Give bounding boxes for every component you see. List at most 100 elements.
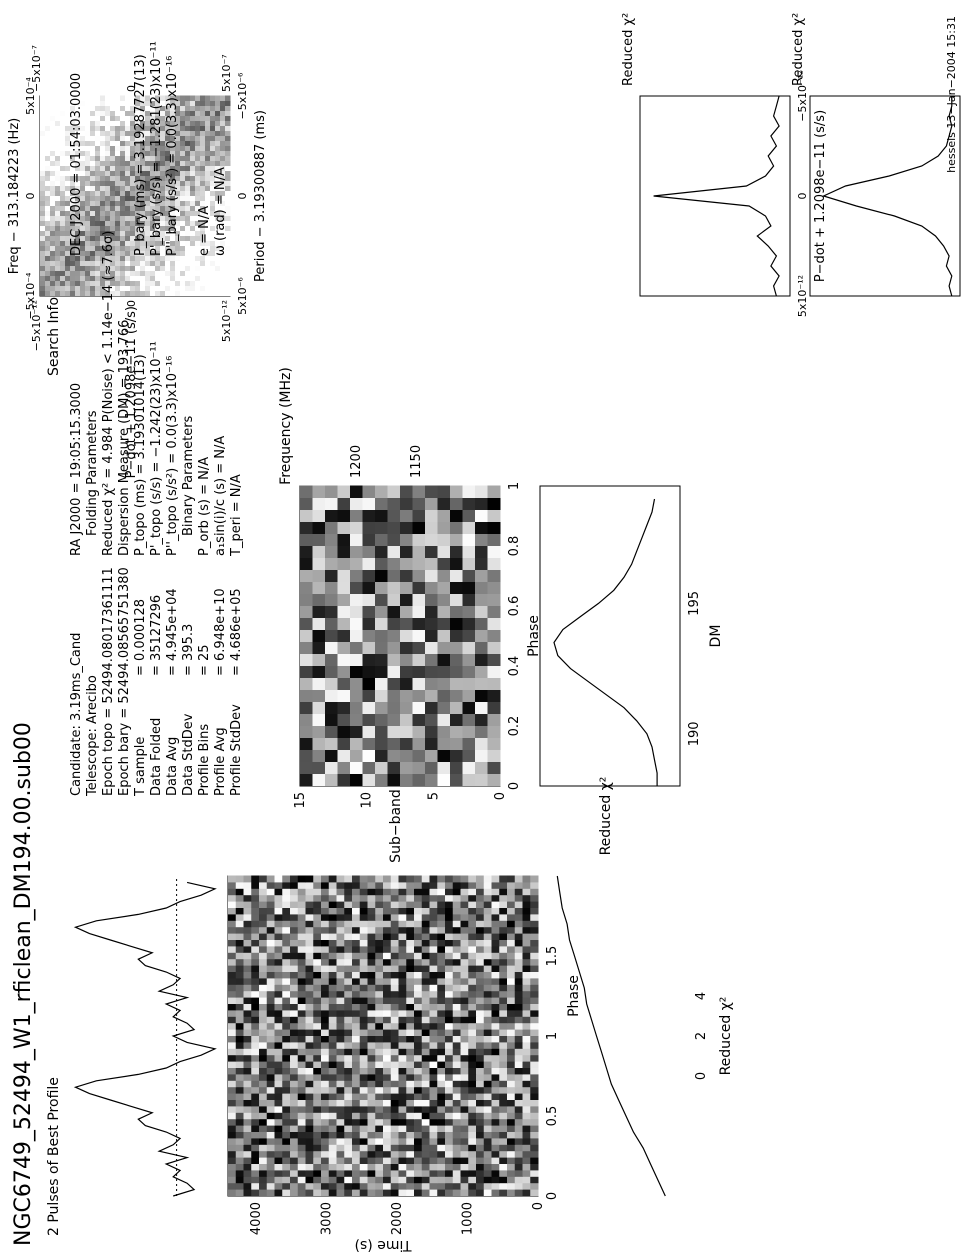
heat-cell xyxy=(65,120,71,126)
heat-cell xyxy=(530,971,539,979)
heat-cell xyxy=(414,1048,423,1056)
heat-cell xyxy=(205,155,211,161)
heat-cell xyxy=(359,1022,368,1030)
heat-cell xyxy=(290,875,299,883)
heat-cell xyxy=(95,140,101,146)
heat-cell xyxy=(165,285,171,291)
heat-cell xyxy=(462,569,476,582)
heat-cell xyxy=(170,115,176,121)
heat-cell xyxy=(337,749,351,762)
dm-xtick: 190 xyxy=(687,721,702,746)
heat-cell xyxy=(60,215,66,221)
heat-cell xyxy=(350,509,363,522)
heat-cell xyxy=(140,150,146,156)
heat-cell xyxy=(305,1022,314,1030)
heat-cell xyxy=(530,1182,539,1190)
heat-cell xyxy=(45,200,51,206)
heat-cell xyxy=(145,110,151,116)
heat-cell xyxy=(60,270,66,276)
heat-cell xyxy=(135,265,141,271)
heat-cell xyxy=(375,894,384,902)
heat-cell xyxy=(359,1099,368,1107)
heat-cell xyxy=(210,145,216,151)
heat-cell xyxy=(313,920,322,928)
heat-cell xyxy=(437,749,451,762)
heat-cell xyxy=(115,145,121,151)
heat-cell xyxy=(200,215,206,221)
heat-cell xyxy=(437,689,451,702)
heat-cell xyxy=(70,195,76,201)
heat-cell xyxy=(125,130,131,136)
heat-cell xyxy=(437,875,446,883)
heat-cell xyxy=(507,977,516,985)
heat-cell xyxy=(243,952,252,960)
heat-cell xyxy=(185,290,191,296)
heat-cell xyxy=(359,875,368,883)
heat-cell xyxy=(215,145,221,151)
heat-cell xyxy=(350,749,363,762)
heat-cell xyxy=(60,280,66,286)
heat-cell xyxy=(180,160,186,166)
heat-cell xyxy=(50,165,56,171)
heat-cell xyxy=(375,485,388,498)
heat-cell xyxy=(185,95,191,101)
heat-cell xyxy=(90,275,96,281)
heat-cell xyxy=(336,888,345,896)
heat-cell xyxy=(180,175,186,181)
heat-cell xyxy=(135,250,141,256)
heat-cell xyxy=(228,1061,237,1068)
heat-cell xyxy=(110,100,116,106)
heat-cell xyxy=(383,1022,392,1030)
heat-cell xyxy=(437,509,451,522)
heat-cell xyxy=(251,1125,260,1132)
heat-cell xyxy=(468,1182,477,1190)
heat-cell xyxy=(312,701,326,714)
heat-cell xyxy=(452,1125,461,1132)
heat-cell xyxy=(40,110,46,116)
heat-cell xyxy=(120,210,126,216)
heat-cell xyxy=(200,220,206,226)
heat-cell xyxy=(476,1118,485,1126)
heat-cell xyxy=(483,881,492,889)
heat-cell xyxy=(130,250,136,256)
heat-cell xyxy=(205,130,211,136)
heat-cell xyxy=(406,1093,415,1100)
heat-cell xyxy=(95,180,101,186)
heat-cell xyxy=(165,115,171,121)
heat-cell xyxy=(337,737,351,750)
heat-cell xyxy=(468,1176,477,1184)
heat-cell xyxy=(499,977,508,985)
heat-cell xyxy=(483,1099,492,1107)
heat-cell xyxy=(145,145,151,151)
heat-cell xyxy=(251,971,260,979)
heat-cell xyxy=(514,1048,523,1056)
heat-cell xyxy=(243,1112,252,1120)
heat-cell xyxy=(145,100,151,106)
heat-cell xyxy=(321,1048,330,1056)
heat-cell xyxy=(135,275,141,281)
heat-cell xyxy=(437,581,451,594)
heat-cell xyxy=(325,665,338,678)
heat-cell xyxy=(313,984,322,992)
heat-cell xyxy=(398,1125,407,1132)
heat-cell xyxy=(95,250,101,256)
heat-cell xyxy=(300,617,313,630)
heat-cell xyxy=(160,265,166,271)
heat-cell xyxy=(499,1105,508,1113)
heat-cell xyxy=(429,1189,438,1196)
heat-cell xyxy=(336,1118,345,1126)
heat-cell xyxy=(251,1182,260,1190)
heat-cell xyxy=(195,275,201,281)
info-epoch-topo: Epoch topo = 52494.08017361111 xyxy=(101,567,116,796)
heat-cell xyxy=(468,1009,477,1017)
heat-cell xyxy=(475,773,488,786)
info-epoch-bary: Epoch bary = 52494.08565751380 xyxy=(117,567,132,796)
heat-cell xyxy=(414,1080,423,1088)
heat-cell xyxy=(352,1035,361,1043)
heat-cell xyxy=(359,1150,368,1158)
heat-cell xyxy=(50,115,56,121)
heat-cell xyxy=(321,1099,330,1107)
pdot-chi2-xlabel: P−dot + 1.2098e−11 (s/s) xyxy=(813,110,828,282)
heat-cell xyxy=(421,926,430,934)
heat-cell xyxy=(220,145,226,151)
